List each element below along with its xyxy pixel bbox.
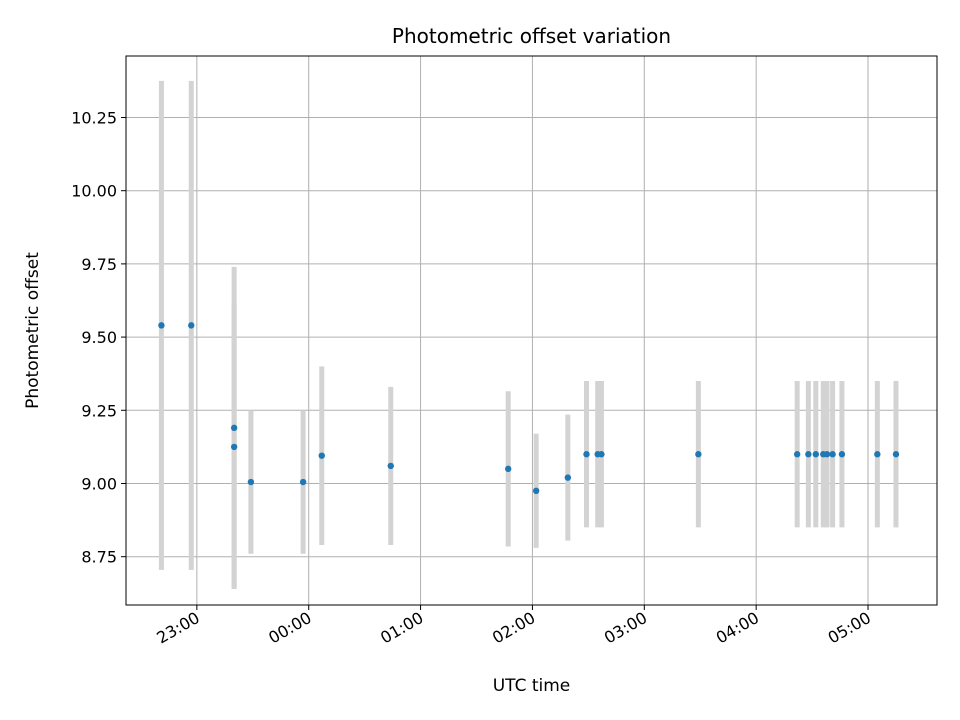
y-axis-label: Photometric offset: [23, 252, 43, 409]
data-point: [793, 451, 801, 458]
data-point: [598, 451, 605, 458]
y-tick-label: 10.00: [71, 182, 117, 201]
data-point: [318, 452, 325, 459]
data-point: [299, 478, 307, 486]
data-point: [812, 451, 820, 458]
data-point: [892, 451, 900, 458]
data-point: [829, 451, 836, 458]
data-point: [188, 322, 195, 329]
plot-area: [126, 56, 937, 605]
chart-title: Photometric offset variation: [392, 24, 671, 48]
data-point: [230, 443, 238, 451]
data-point: [583, 451, 590, 458]
plot-frame: [125, 55, 938, 606]
data-points: [158, 322, 900, 495]
y-tick-label: 9.75: [81, 255, 117, 274]
y-tick-label: 10.25: [71, 108, 117, 127]
data-point: [805, 451, 812, 458]
grid: [126, 56, 937, 605]
data-point: [504, 465, 512, 473]
data-point: [838, 451, 846, 458]
data-point: [874, 451, 881, 458]
data-point: [158, 322, 165, 329]
data-point: [247, 478, 255, 486]
data-point: [564, 474, 572, 481]
x-axis-label: UTC time: [493, 676, 571, 696]
data-point: [532, 487, 540, 495]
data-point: [387, 462, 394, 470]
data-point: [230, 424, 238, 432]
data-point: [823, 451, 831, 458]
y-tick-label: 9.00: [81, 474, 117, 493]
y-axis-ticks: 8.75 9.00 9.25 9.50 9.75 10.00 10.25: [71, 108, 126, 567]
y-tick-label: 9.50: [81, 328, 117, 347]
y-tick-label: 9.25: [81, 401, 117, 420]
y-tick-label: 8.75: [81, 548, 117, 567]
data-point: [695, 451, 702, 458]
